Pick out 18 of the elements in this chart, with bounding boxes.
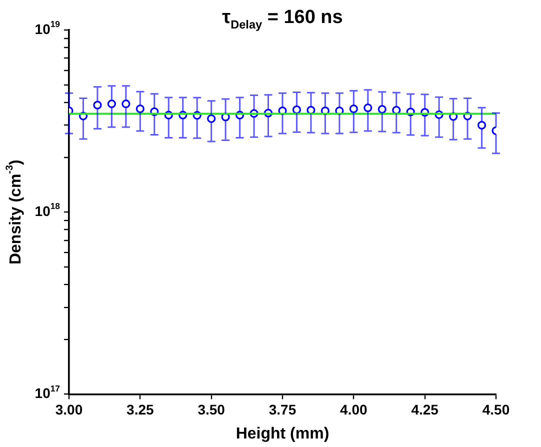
point xyxy=(378,104,386,114)
y-axis-title: Density (cm-3) xyxy=(4,160,24,265)
point xyxy=(349,104,358,114)
x-tick-label: 3.50 xyxy=(198,401,226,418)
point xyxy=(107,100,116,108)
x-tick-label: 4.25 xyxy=(411,401,439,418)
point xyxy=(93,100,102,110)
x-axis-title: Height (mm) xyxy=(236,425,330,442)
point xyxy=(207,114,216,123)
x-tick-label: 3.00 xyxy=(55,401,83,418)
point xyxy=(136,104,144,114)
point xyxy=(477,120,486,130)
point xyxy=(122,100,130,108)
point xyxy=(364,103,372,112)
x-tick-label: 3.25 xyxy=(126,401,154,418)
x-tick-label: 4.00 xyxy=(340,401,368,418)
x-tick-label: 3.75 xyxy=(268,401,296,418)
x-tick-label: 4.50 xyxy=(482,401,510,418)
